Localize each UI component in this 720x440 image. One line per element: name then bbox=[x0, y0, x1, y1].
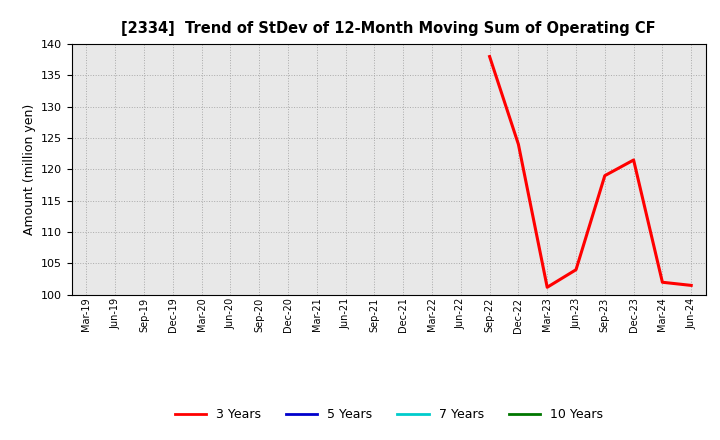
3 Years bbox=[485, 54, 494, 59]
3 Years bbox=[543, 285, 552, 290]
3 Years bbox=[600, 173, 609, 178]
3 Years bbox=[687, 283, 696, 288]
Title: [2334]  Trend of StDev of 12-Month Moving Sum of Operating CF: [2334] Trend of StDev of 12-Month Moving… bbox=[122, 21, 656, 36]
3 Years bbox=[629, 158, 638, 163]
Y-axis label: Amount (million yen): Amount (million yen) bbox=[22, 104, 35, 235]
3 Years bbox=[514, 142, 523, 147]
3 Years bbox=[572, 267, 580, 272]
3 Years bbox=[658, 280, 667, 285]
Legend: 3 Years, 5 Years, 7 Years, 10 Years: 3 Years, 5 Years, 7 Years, 10 Years bbox=[170, 403, 608, 426]
Line: 3 Years: 3 Years bbox=[490, 56, 691, 287]
